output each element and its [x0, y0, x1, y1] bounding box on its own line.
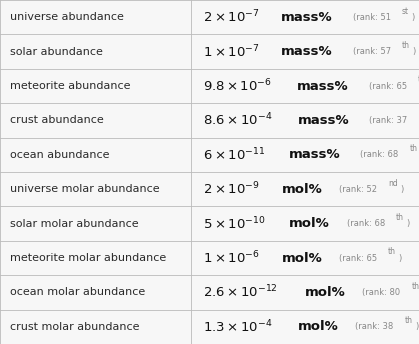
Text: mol%: mol%: [298, 320, 339, 333]
Text: (rank: 65: (rank: 65: [369, 82, 407, 90]
Text: mass%: mass%: [281, 11, 333, 24]
Text: $9.8\times10^{-6}$: $9.8\times10^{-6}$: [203, 78, 272, 94]
Text: universe molar abundance: universe molar abundance: [10, 184, 160, 194]
Text: th: th: [412, 282, 419, 291]
Text: th: th: [388, 247, 396, 256]
Text: (rank: 65: (rank: 65: [339, 254, 377, 262]
Text: $2.6\times10^{-12}$: $2.6\times10^{-12}$: [203, 284, 278, 301]
Text: $2\times10^{-9}$: $2\times10^{-9}$: [203, 181, 260, 197]
Text: ): ): [415, 322, 419, 331]
Text: ocean abundance: ocean abundance: [10, 150, 110, 160]
Text: meteorite molar abundance: meteorite molar abundance: [10, 253, 167, 263]
Text: ocean molar abundance: ocean molar abundance: [10, 287, 146, 298]
Text: th: th: [405, 316, 413, 325]
Text: (rank: 80: (rank: 80: [362, 288, 401, 297]
Text: mol%: mol%: [305, 286, 346, 299]
Text: mol%: mol%: [282, 251, 322, 265]
Text: mass%: mass%: [298, 114, 349, 127]
Text: $1\times10^{-6}$: $1\times10^{-6}$: [203, 250, 260, 266]
Text: (rank: 57: (rank: 57: [353, 47, 391, 56]
Text: $1\times10^{-7}$: $1\times10^{-7}$: [203, 43, 260, 60]
Text: universe abundance: universe abundance: [10, 12, 124, 22]
Text: crust molar abundance: crust molar abundance: [10, 322, 140, 332]
Text: ): ): [398, 254, 402, 262]
Text: th: th: [396, 213, 404, 222]
Text: (rank: 51: (rank: 51: [353, 13, 391, 22]
Text: ): ): [412, 47, 416, 56]
Text: solar molar abundance: solar molar abundance: [10, 218, 139, 229]
Text: (rank: 52: (rank: 52: [339, 185, 377, 194]
Text: mol%: mol%: [282, 183, 322, 196]
Text: mol%: mol%: [289, 217, 330, 230]
Text: (rank: 37: (rank: 37: [370, 116, 408, 125]
Text: nd: nd: [388, 179, 398, 187]
Text: $8.6\times10^{-4}$: $8.6\times10^{-4}$: [203, 112, 273, 129]
Text: (rank: 68: (rank: 68: [360, 150, 398, 159]
Text: mass%: mass%: [297, 79, 349, 93]
Text: crust abundance: crust abundance: [10, 115, 104, 126]
Text: st: st: [402, 7, 409, 15]
Text: (rank: 68: (rank: 68: [347, 219, 385, 228]
Text: th: th: [410, 144, 418, 153]
Text: mass%: mass%: [289, 148, 340, 161]
Text: $1.3\times10^{-4}$: $1.3\times10^{-4}$: [203, 319, 273, 335]
Text: (rank: 38: (rank: 38: [355, 322, 394, 331]
Text: ): ): [406, 219, 409, 228]
Text: solar abundance: solar abundance: [10, 46, 103, 57]
Text: th: th: [402, 41, 410, 50]
Text: $5\times10^{-10}$: $5\times10^{-10}$: [203, 215, 266, 232]
Text: ): ): [411, 13, 414, 22]
Text: $6\times10^{-11}$: $6\times10^{-11}$: [203, 147, 266, 163]
Text: th: th: [418, 75, 419, 84]
Text: meteorite abundance: meteorite abundance: [10, 81, 131, 91]
Text: $2\times10^{-7}$: $2\times10^{-7}$: [203, 9, 260, 25]
Text: ): ): [401, 185, 404, 194]
Text: mass%: mass%: [281, 45, 333, 58]
